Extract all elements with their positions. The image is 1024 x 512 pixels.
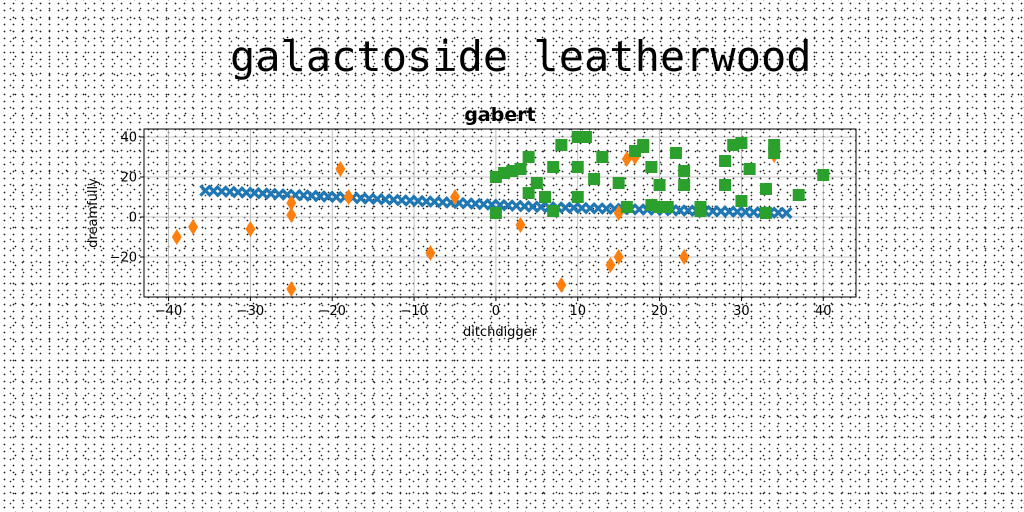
y-tick-label: 0 (129, 211, 137, 226)
data-point (286, 207, 297, 223)
data-point (571, 191, 584, 203)
data-point (719, 179, 732, 191)
y-tick-label: 40 (120, 131, 137, 146)
data-point (514, 163, 527, 175)
y-axis-label: dreamfully (86, 178, 101, 248)
x-tick-label: −20 (319, 304, 346, 319)
data-point (719, 155, 732, 167)
y-tick-label: 20 (120, 171, 137, 186)
x-tick-label: −30 (237, 304, 264, 319)
page-title: galactoside leatherwood (230, 32, 812, 81)
data-point (188, 219, 199, 235)
x-tick-label: 40 (815, 304, 832, 319)
data-point (596, 151, 609, 163)
data-point (530, 177, 543, 189)
data-point (539, 191, 552, 203)
chart-title: gabert (464, 104, 535, 126)
data-point (678, 179, 691, 191)
data-point (613, 249, 624, 265)
data-point (759, 183, 772, 195)
plot-frame (143, 128, 857, 298)
data-point (335, 161, 346, 177)
data-point (555, 139, 568, 151)
data-point (547, 205, 560, 217)
data-point (817, 169, 830, 181)
data-point (579, 131, 592, 143)
x-tick-label: 0 (492, 304, 500, 319)
data-point (780, 206, 793, 220)
x-tick-label: 20 (651, 304, 668, 319)
data-point (522, 187, 535, 199)
data-point (612, 177, 625, 189)
data-point (645, 161, 658, 173)
data-point (425, 245, 436, 261)
chart-marks (171, 131, 830, 297)
data-point (653, 179, 666, 191)
data-point (679, 249, 690, 265)
data-point (678, 165, 691, 177)
data-point (556, 277, 567, 293)
data-point (245, 221, 256, 237)
data-point (620, 201, 633, 213)
data-point (286, 195, 297, 211)
data-point (449, 189, 460, 205)
x-tick-label: 10 (569, 304, 586, 319)
data-point (694, 205, 707, 217)
data-point (171, 229, 182, 245)
x-tick-label: 30 (733, 304, 750, 319)
data-point (759, 207, 772, 219)
data-point (735, 195, 748, 207)
data-point (735, 137, 748, 149)
data-point (605, 257, 616, 273)
data-point (571, 161, 584, 173)
data-point (768, 147, 781, 159)
data-point (792, 189, 805, 201)
data-point (515, 217, 526, 233)
data-point (588, 173, 601, 185)
data-point (547, 161, 560, 173)
y-tick-label: −20 (110, 251, 137, 266)
data-point (522, 151, 535, 163)
data-point (637, 139, 650, 151)
data-point (489, 207, 502, 219)
data-point (669, 147, 682, 159)
data-point (343, 189, 354, 205)
data-point (743, 163, 756, 175)
x-tick-label: −40 (155, 304, 182, 319)
series-3 (489, 131, 830, 219)
axis-ticks: −40 −30 −20 −10 0 10 20 30 40 −20 0 20 40 (110, 131, 832, 320)
x-axis-label: ditchdigger (463, 325, 538, 340)
data-point (286, 281, 297, 297)
x-tick-label: −10 (400, 304, 427, 319)
data-point (661, 201, 674, 213)
